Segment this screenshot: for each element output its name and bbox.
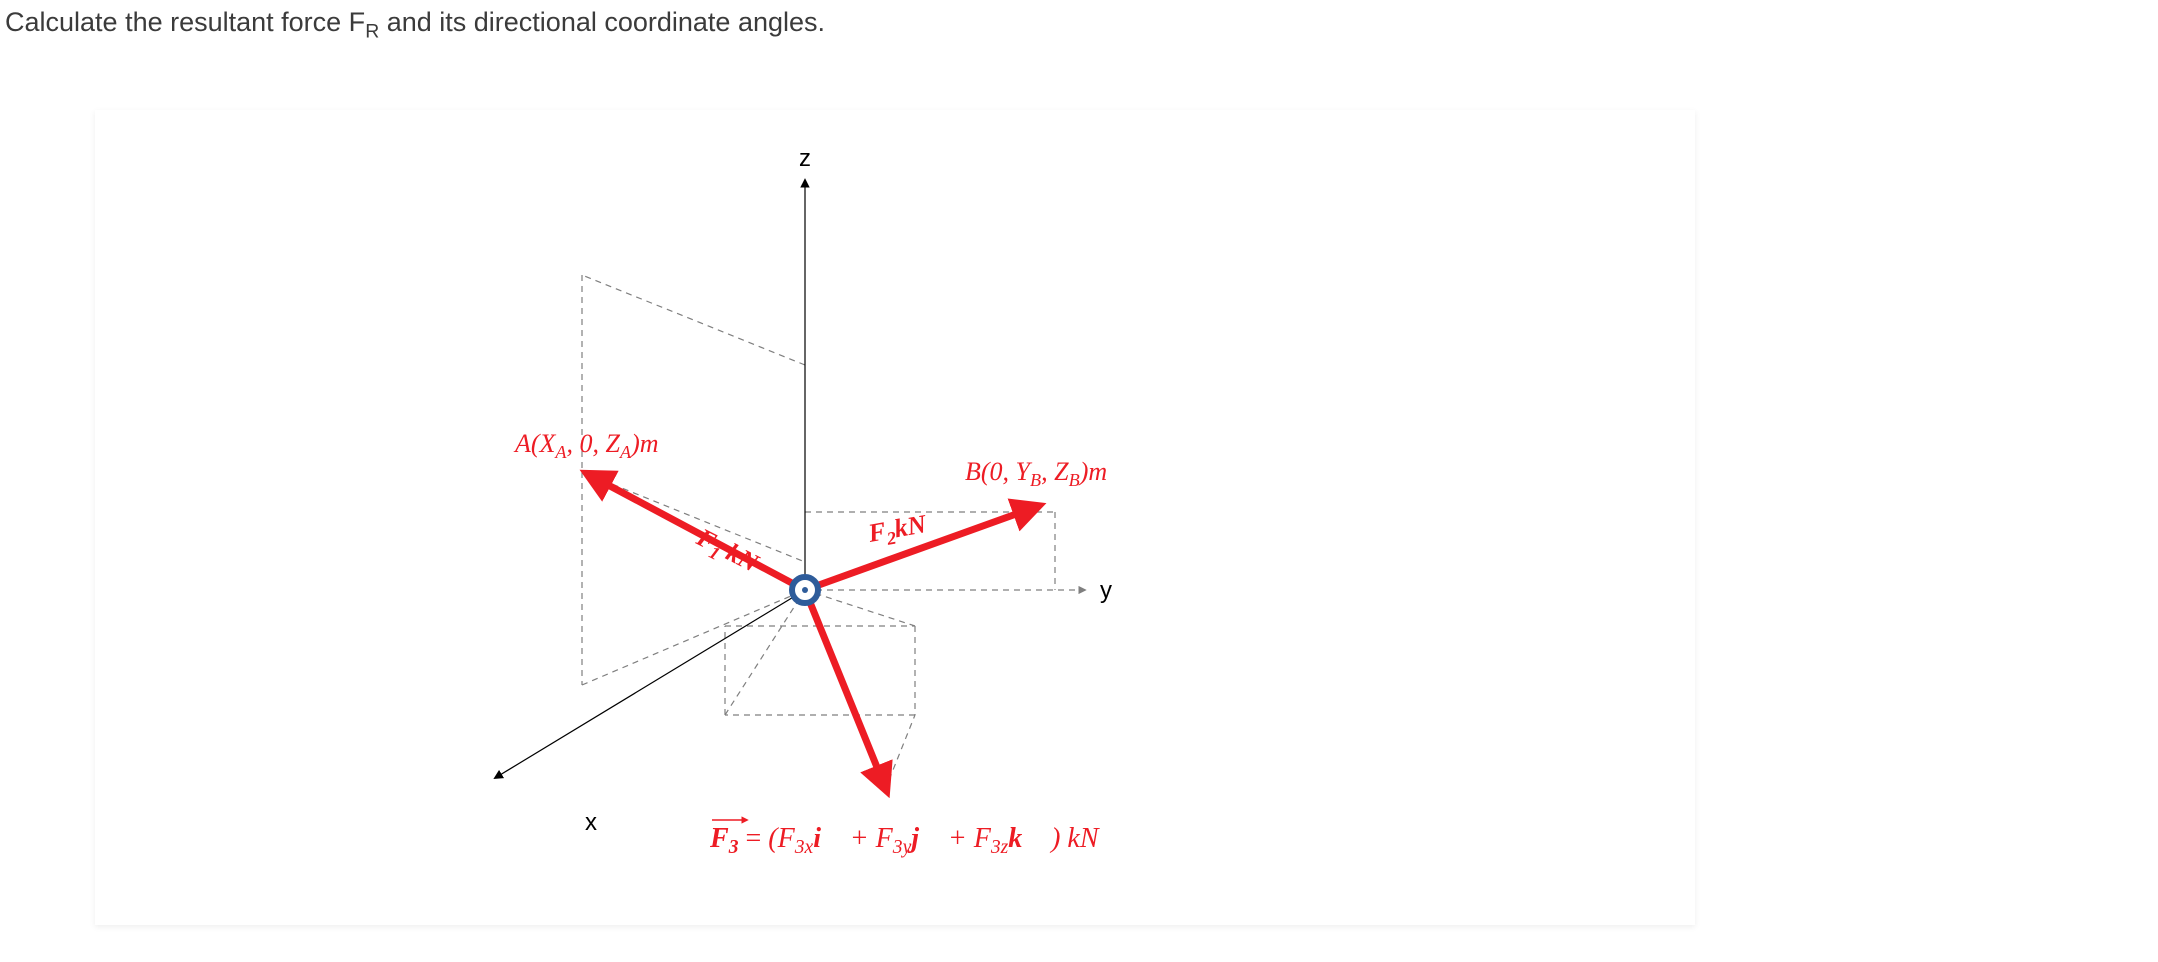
F3-vector — [805, 590, 883, 782]
question-text: Calculate the resultant force FR and its… — [5, 7, 825, 43]
question-suffix: and its directional coordinate angles. — [379, 7, 825, 37]
z-axis-label: z — [799, 145, 811, 172]
guide-lines-A — [582, 275, 805, 685]
question-prefix: Calculate the resultant force F — [5, 7, 365, 37]
diagram-card: z y x A(XA, 0, ZA)m B(0, YB, ZB)m F1 kN … — [95, 110, 1695, 925]
axes — [495, 180, 805, 778]
x-axis — [495, 590, 805, 778]
F3-expression: F3 = (F3xi⃗ + F3yj⃗ + F3zk⃗ ) kN — [709, 823, 1100, 858]
origin-marker — [792, 577, 818, 603]
point-A-label: A(XA, 0, ZA)m — [513, 429, 659, 462]
question-sub: R — [365, 20, 379, 42]
x-axis-label: x — [585, 809, 597, 836]
point-B-label: B(0, YB, ZB)m — [965, 457, 1107, 490]
force-diagram: z y x A(XA, 0, ZA)m B(0, YB, ZB)m F1 kN … — [95, 110, 1695, 925]
force-vectors — [595, 478, 1030, 782]
y-axis-label: y — [1100, 577, 1112, 604]
